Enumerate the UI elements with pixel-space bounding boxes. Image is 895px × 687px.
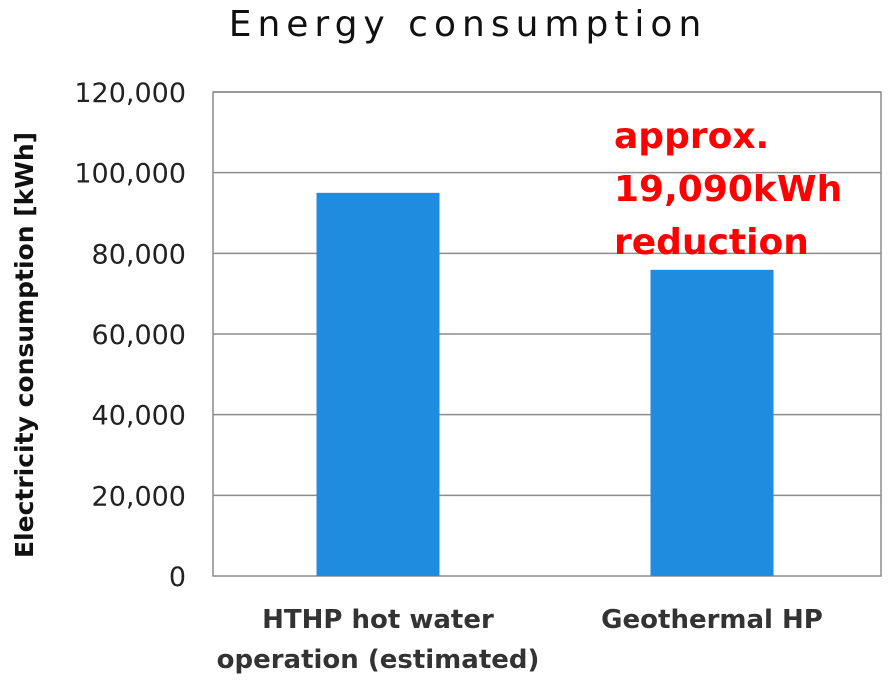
x-tick-label: Geothermal HP	[601, 605, 823, 635]
y-axis-label: Electricity consumption [kWh]	[10, 132, 39, 558]
y-tick-label: 60,000	[92, 320, 186, 351]
bars	[316, 192, 774, 577]
annotation-line: approx.	[614, 116, 769, 157]
annotation-line: reduction	[614, 222, 809, 263]
x-tick-label: operation (estimated)	[217, 645, 540, 675]
bar	[650, 269, 774, 576]
y-tick-label: 80,000	[92, 239, 186, 270]
annotation-line: 19,090kWh	[614, 169, 842, 210]
y-tick-label: 40,000	[92, 401, 186, 432]
y-tick-label: 100,000	[74, 159, 186, 190]
chart-title: Energy consumption	[229, 4, 708, 45]
y-tick-label: 120,000	[74, 78, 186, 109]
x-axis-ticks: HTHP hot water operation (estimated) Geoth…	[217, 605, 823, 675]
y-tick-label: 20,000	[92, 481, 186, 512]
x-tick-label: HTHP hot water	[262, 605, 494, 635]
reduction-annotation: approx. 19,090kWh reduction	[614, 116, 842, 263]
bar	[316, 192, 440, 577]
y-axis-ticks: 0 20,000 40,000 60,000 80,000 100,000 120,000	[74, 78, 186, 593]
y-tick-label: 0	[169, 562, 186, 593]
grid-lines	[213, 91, 881, 497]
